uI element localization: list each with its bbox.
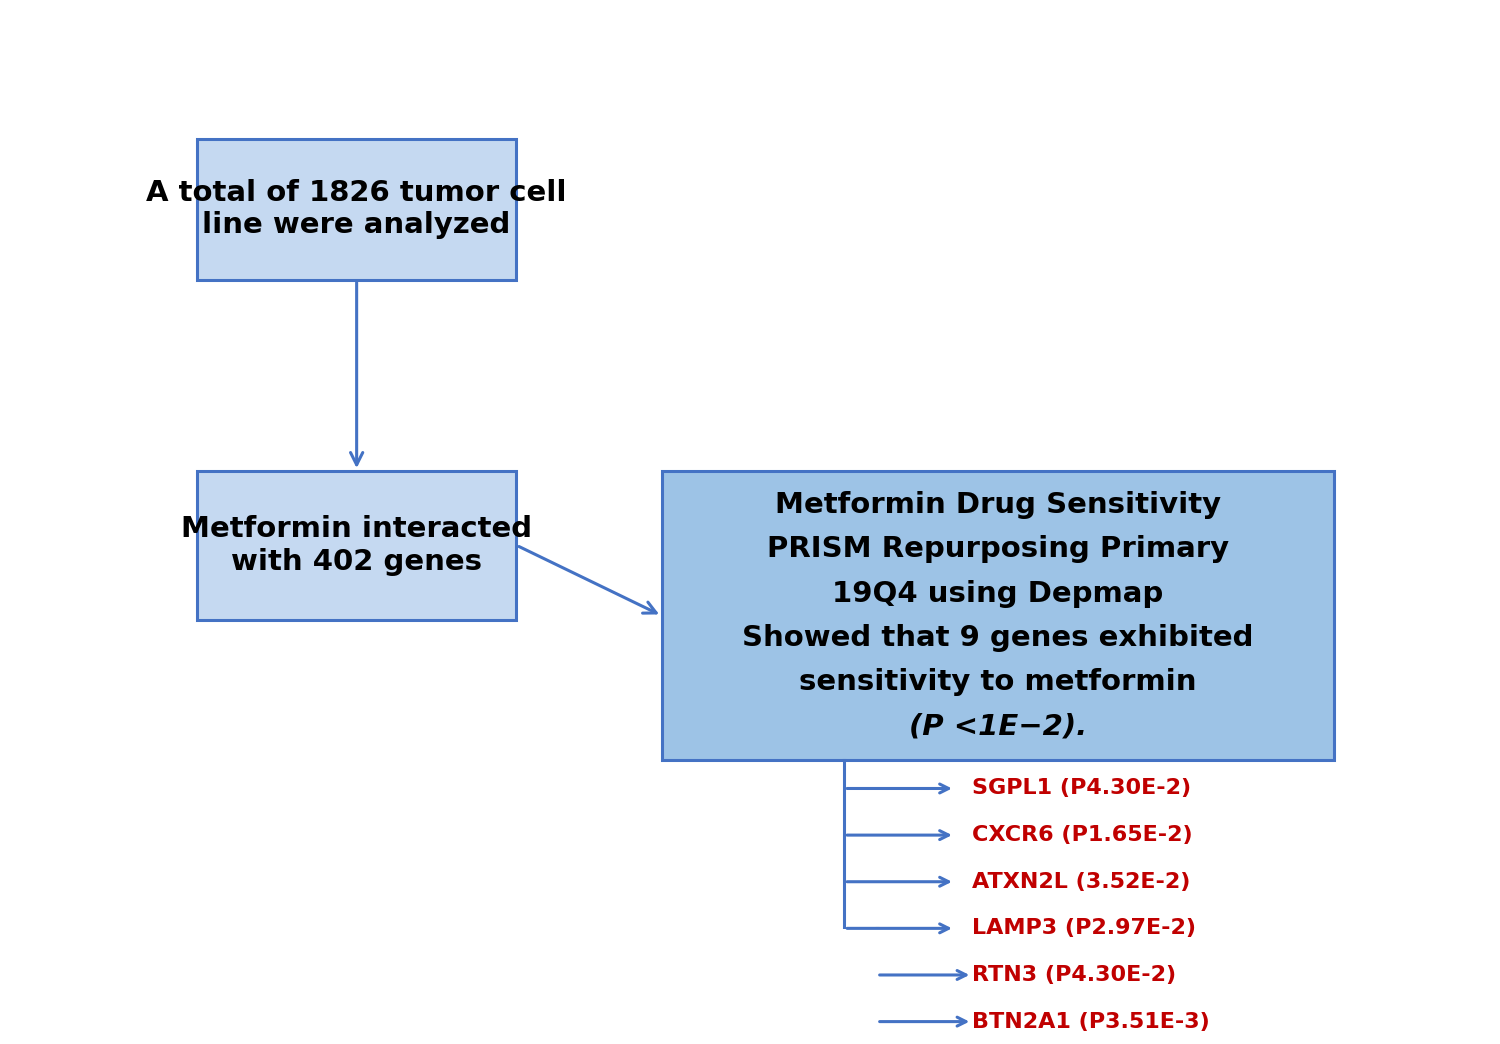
Text: CXCR6 (P1.65E-2): CXCR6 (P1.65E-2) [972,825,1192,845]
Text: A total of 1826 tumor cell
line were analyzed: A total of 1826 tumor cell line were ana… [147,180,567,239]
FancyBboxPatch shape [662,471,1334,760]
FancyBboxPatch shape [196,139,516,280]
Text: Showed that 9 genes exhibited: Showed that 9 genes exhibited [742,623,1254,651]
Text: LAMP3 (P2.97E-2): LAMP3 (P2.97E-2) [972,919,1196,939]
Text: BTN2A1 (P3.51E-3): BTN2A1 (P3.51E-3) [972,1012,1210,1031]
Text: (P <1E−2).: (P <1E−2). [909,712,1088,740]
Text: sensitivity to metformin: sensitivity to metformin [800,668,1197,696]
Text: PRISM Repurposing Primary: PRISM Repurposing Primary [766,536,1228,564]
Text: 19Q4 using Depmap: 19Q4 using Depmap [833,579,1164,608]
Text: Metformin interacted
with 402 genes: Metformin interacted with 402 genes [182,515,532,575]
Text: SGPL1 (P4.30E-2): SGPL1 (P4.30E-2) [972,779,1191,799]
FancyBboxPatch shape [196,471,516,620]
Text: Metformin Drug Sensitivity: Metformin Drug Sensitivity [774,491,1221,519]
Text: ATXN2L (3.52E-2): ATXN2L (3.52E-2) [972,872,1191,892]
Text: RTN3 (P4.30E-2): RTN3 (P4.30E-2) [972,965,1176,984]
